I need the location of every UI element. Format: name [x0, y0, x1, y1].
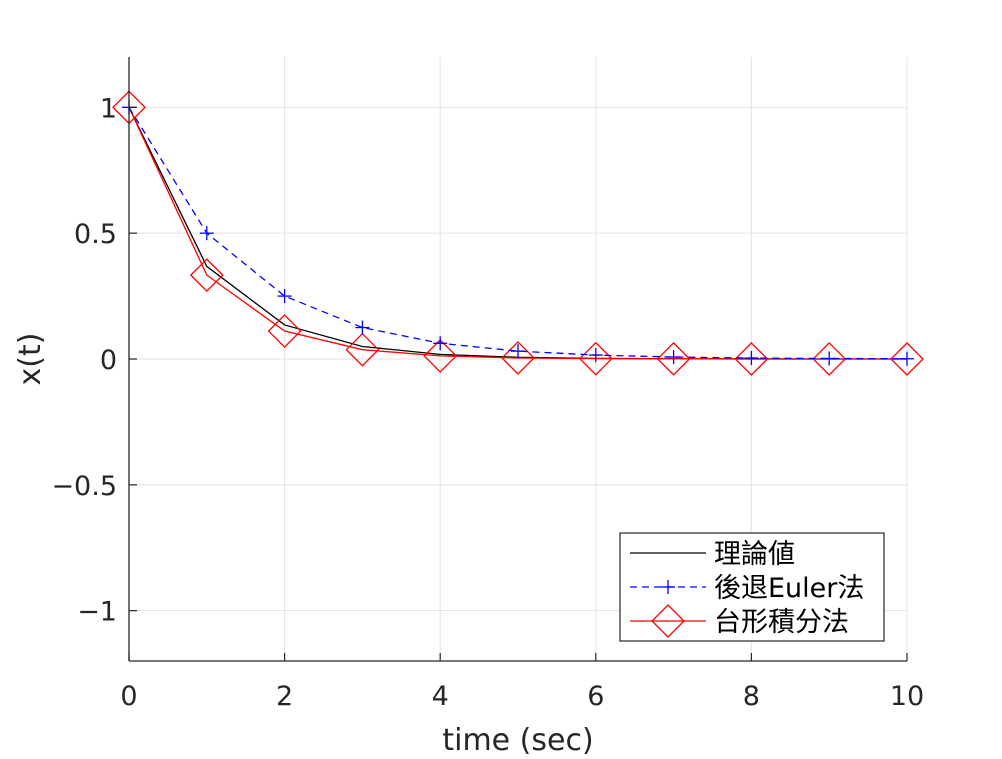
legend-entry: 理論値 — [630, 539, 795, 570]
y-tick-label: 1 — [100, 93, 117, 124]
y-tick-label: −1 — [77, 597, 117, 628]
legend-label: 台形積分法 — [714, 607, 849, 638]
y-tick-label: −0.5 — [51, 471, 117, 502]
diamond-marker — [345, 332, 380, 367]
diamond-marker — [734, 342, 769, 376]
x-axis-label: time (sec) — [442, 723, 593, 758]
diamond-marker — [501, 341, 535, 375]
plus-marker — [511, 344, 525, 359]
legend-entry: 後退Euler法 — [630, 573, 864, 604]
plus-marker — [900, 351, 914, 366]
axes — [128, 57, 908, 662]
x-tick-label: 4 — [432, 681, 449, 712]
diamond-marker — [890, 342, 924, 376]
y-tick-label: 0.5 — [74, 219, 117, 250]
diamond-marker — [651, 604, 685, 638]
x-tick-label: 6 — [587, 681, 604, 712]
diamond-marker — [189, 258, 224, 293]
diamond-marker — [812, 342, 847, 376]
y-axis-label: x(t) — [13, 333, 48, 386]
diamond-marker — [423, 338, 458, 373]
plus-marker — [744, 351, 759, 366]
plus-marker — [661, 580, 675, 594]
plus-marker — [433, 336, 448, 351]
diamond-marker — [578, 341, 613, 376]
plus-marker — [822, 351, 837, 366]
series-layer — [112, 90, 924, 376]
legend-label: 後退Euler法 — [714, 573, 864, 604]
x-tick-label: 10 — [890, 681, 924, 712]
plus-marker — [355, 320, 370, 335]
x-tick-label: 8 — [743, 681, 760, 712]
legend-label: 理論値 — [714, 539, 795, 570]
plus-marker — [666, 350, 681, 365]
legend-entry: 台形積分法 — [630, 604, 849, 638]
plus-marker — [588, 348, 603, 363]
series-line — [128, 106, 908, 360]
tick-labels: 0 2 4 6 8 10 1 0.5 0 −0.5 −1 — [51, 93, 924, 712]
y-tick-label: 0 — [100, 345, 117, 376]
diamond-marker — [267, 314, 302, 348]
plus-marker — [277, 289, 292, 304]
x-tick-label: 0 — [120, 681, 137, 712]
diamond-marker — [656, 341, 691, 376]
plus-marker — [199, 226, 214, 241]
x-tick-label: 2 — [276, 681, 293, 712]
